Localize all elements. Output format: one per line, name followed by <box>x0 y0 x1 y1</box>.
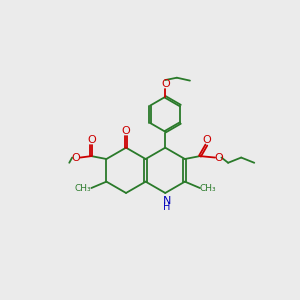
Text: O: O <box>122 126 130 136</box>
Text: N: N <box>163 196 171 206</box>
Text: CH₃: CH₃ <box>74 184 91 193</box>
Text: H: H <box>163 202 170 212</box>
Text: O: O <box>161 79 170 89</box>
Text: O: O <box>72 152 80 163</box>
Text: O: O <box>202 135 211 145</box>
Text: O: O <box>214 152 223 163</box>
Text: CH₃: CH₃ <box>200 184 216 193</box>
Text: O: O <box>87 135 96 145</box>
